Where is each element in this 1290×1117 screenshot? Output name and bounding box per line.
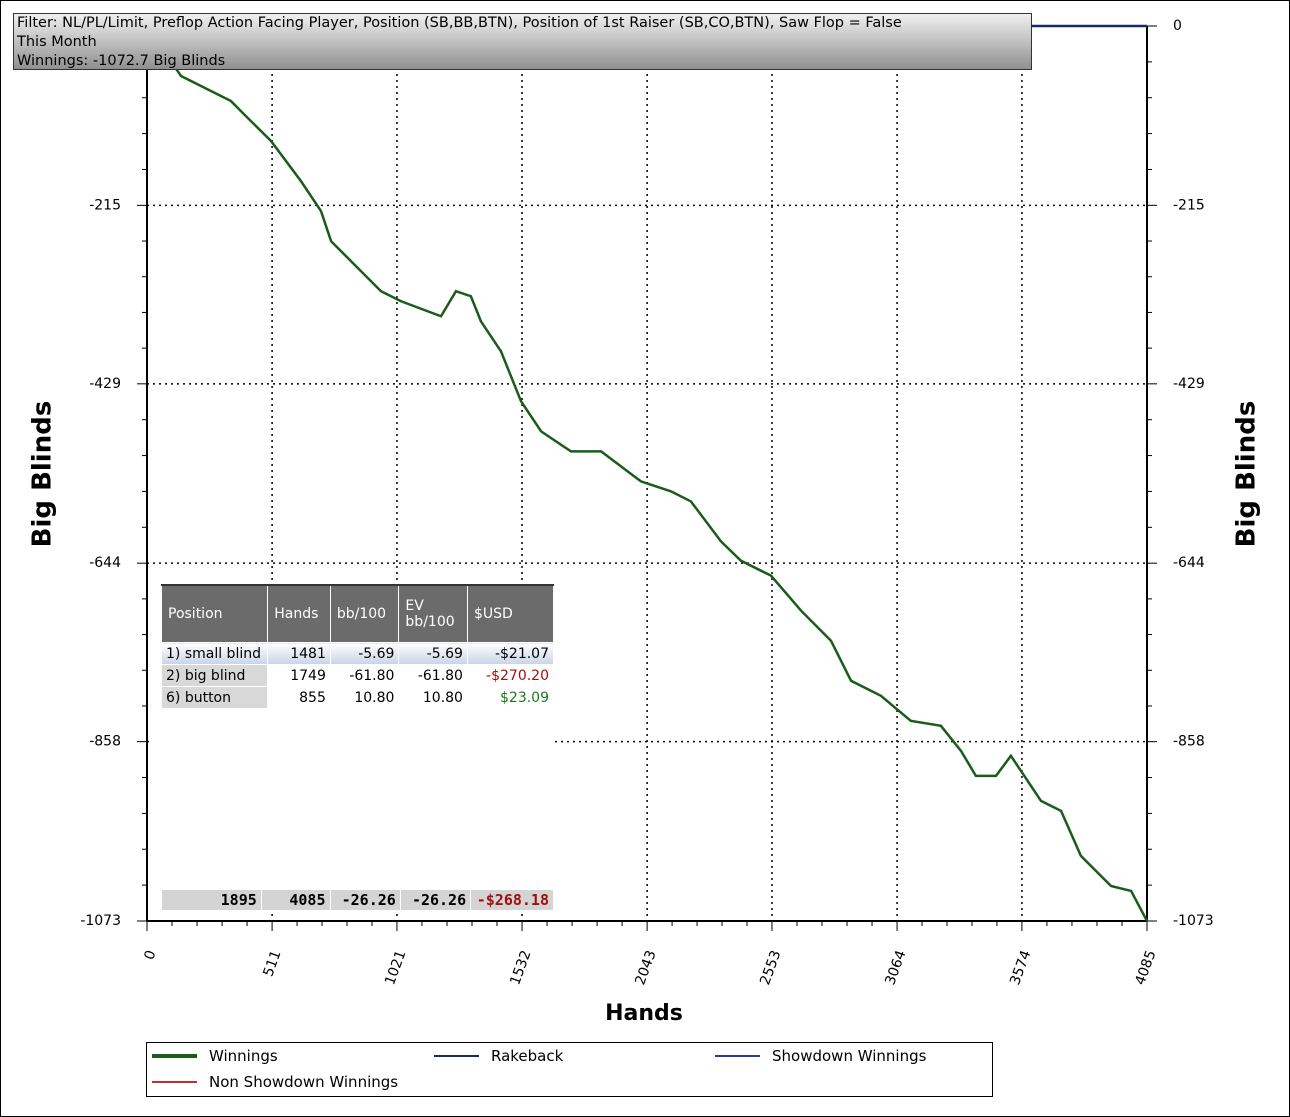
table-row: 1) small blind 1481 -5.69 -5.69 -$21.07 (160, 642, 555, 665)
table-cell: -61.80 (329, 664, 400, 687)
legend-item: Non Showdown Winnings (152, 1073, 398, 1091)
column-header: EV bb/100 (398, 584, 468, 643)
legend: Winnings Rakeback Showdown Winnings Non Sho… (146, 1042, 993, 1097)
legend-label: Showdown Winnings (772, 1047, 927, 1065)
y-axis-label: Big Blinds (28, 401, 58, 548)
totals-row: 1895 4085 -26.26 -26.26 -$268.18 (161, 889, 554, 911)
legend-label: Non Showdown Winnings (209, 1073, 399, 1091)
table-cell: 1) small blind (160, 642, 269, 665)
y2-tick-label: -644 (1173, 555, 1205, 571)
table-cell: -$270.20 (466, 664, 555, 687)
table-cell: -5.69 (329, 642, 400, 665)
total-cell: -$268.18 (470, 889, 554, 911)
total-cell: -26.26 (329, 889, 401, 911)
x-tick-label: 511 (260, 948, 284, 979)
x-tick-label: 1021 (382, 948, 409, 987)
x-axis-label: Hands (605, 1001, 683, 1026)
x-tick-label: 3064 (882, 948, 909, 987)
total-cell: -26.26 (399, 889, 472, 911)
total-cell: 1895 (161, 889, 262, 911)
legend-item: Winnings (152, 1047, 278, 1065)
y2-tick-label: -429 (1173, 376, 1205, 392)
table-cell: 1749 (267, 664, 331, 687)
x-tick-label: 4085 (1132, 948, 1159, 987)
legend-item: Showdown Winnings (715, 1047, 926, 1065)
column-header: Position (160, 584, 269, 643)
table-cell: 10.80 (398, 686, 468, 709)
y2-tick-label: -1073 (1173, 913, 1214, 929)
x-tick-label: 0 (141, 948, 159, 962)
table: Position Hands bb/100 EV bb/100 $USD 1) small… (160, 584, 555, 709)
y-tick-label: -215 (89, 197, 121, 213)
y2-axis-label: Big Blinds (1232, 401, 1262, 548)
total-cell: 4085 (260, 889, 331, 911)
y-tick-label: -858 (89, 734, 121, 750)
table-cell: 10.80 (329, 686, 400, 709)
series-line (145, 25, 1149, 922)
table-cell: $23.09 (466, 686, 555, 709)
table-cell: 855 (267, 686, 331, 709)
column-header: bb/100 (329, 584, 400, 643)
legend-label: Winnings (209, 1047, 278, 1065)
legend-swatch (152, 1054, 197, 1058)
table-row: 2) big blind 1749 -61.80 -61.80 -$270.20 (160, 664, 555, 687)
x-tick-label: 3574 (1007, 948, 1034, 987)
column-header: Hands (267, 584, 331, 643)
filter-box: Filter: NL/PL/Limit, Preflop Action Faci… (13, 13, 1032, 70)
table-cell: -61.80 (398, 664, 468, 687)
table-cell: -$21.07 (466, 642, 555, 665)
table-cell: 2) big blind (160, 664, 269, 687)
filter-line: Winnings: -1072.7 Big Blinds (17, 53, 226, 69)
legend-item: Rakeback (434, 1047, 563, 1065)
x-tick-label: 1532 (507, 948, 534, 987)
x-tick-label: 2043 (632, 948, 659, 987)
y2-tick-label: -215 (1173, 197, 1205, 213)
y2-tick-label: -858 (1173, 734, 1205, 750)
filter-line: This Month (17, 34, 97, 50)
legend-label: Rakeback (491, 1047, 564, 1065)
table-cell: 1481 (267, 642, 331, 665)
table-cell: -5.69 (398, 642, 468, 665)
filter-line: Filter: NL/PL/Limit, Preflop Action Faci… (17, 15, 902, 31)
y2-tick-label: 0 (1173, 18, 1182, 34)
stats-table: Position Hands bb/100 EV bb/100 $USD 1) small… (151, 581, 555, 914)
y-tick-label: -644 (89, 555, 121, 571)
legend-swatch (715, 1055, 760, 1057)
y-tick-label: -1073 (80, 913, 121, 929)
legend-swatch (152, 1081, 197, 1083)
column-header: $USD (466, 584, 555, 643)
x-tick-label: 2553 (757, 948, 784, 987)
table-cell: 6) button (160, 686, 269, 709)
legend-swatch (434, 1055, 479, 1057)
table-row: 6) button 855 10.80 10.80 $23.09 (160, 686, 555, 709)
y-tick-label: -429 (89, 376, 121, 392)
